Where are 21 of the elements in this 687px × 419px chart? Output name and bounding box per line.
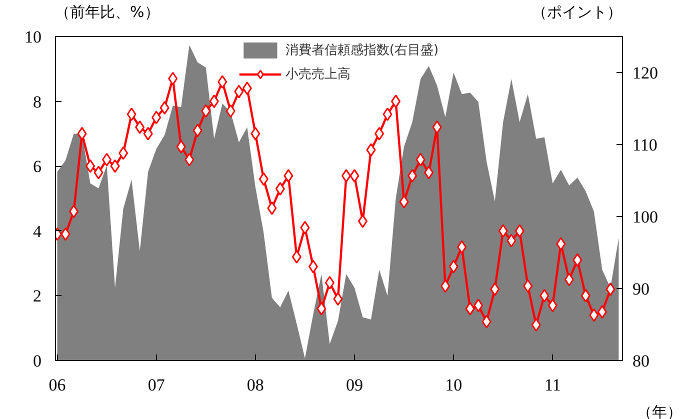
y2-axis-title: （ポイント） bbox=[532, 2, 622, 23]
x-tick-label: 10 bbox=[445, 376, 462, 394]
x-tick-label: 11 bbox=[544, 376, 561, 394]
x-tick-label: 06 bbox=[48, 376, 66, 394]
y-tick-label: 4 bbox=[33, 222, 42, 241]
x-tick-label: 07 bbox=[148, 376, 166, 394]
legend-label: 小売売上高 bbox=[285, 66, 350, 83]
legend-label: 消費者信頼感指数(右目盛) bbox=[285, 42, 439, 59]
y-axis-title: （前年比、%） bbox=[55, 2, 160, 23]
y2-tick-label: 80 bbox=[632, 352, 650, 370]
y-tick-label: 0 bbox=[33, 352, 42, 370]
y-tick-label: 6 bbox=[33, 157, 42, 176]
y2-tick-label: 110 bbox=[632, 136, 658, 154]
y2-tick-label: 100 bbox=[632, 208, 658, 226]
x-tick-label: 09 bbox=[346, 376, 363, 394]
x-tick-label: 08 bbox=[246, 376, 264, 394]
y2-tick-label: 120 bbox=[632, 64, 658, 82]
y-tick-label: 2 bbox=[33, 286, 42, 306]
y-tick-label: 10 bbox=[24, 28, 42, 46]
y-tick-label: 8 bbox=[33, 92, 42, 112]
y2-tick-label: 90 bbox=[632, 280, 650, 298]
